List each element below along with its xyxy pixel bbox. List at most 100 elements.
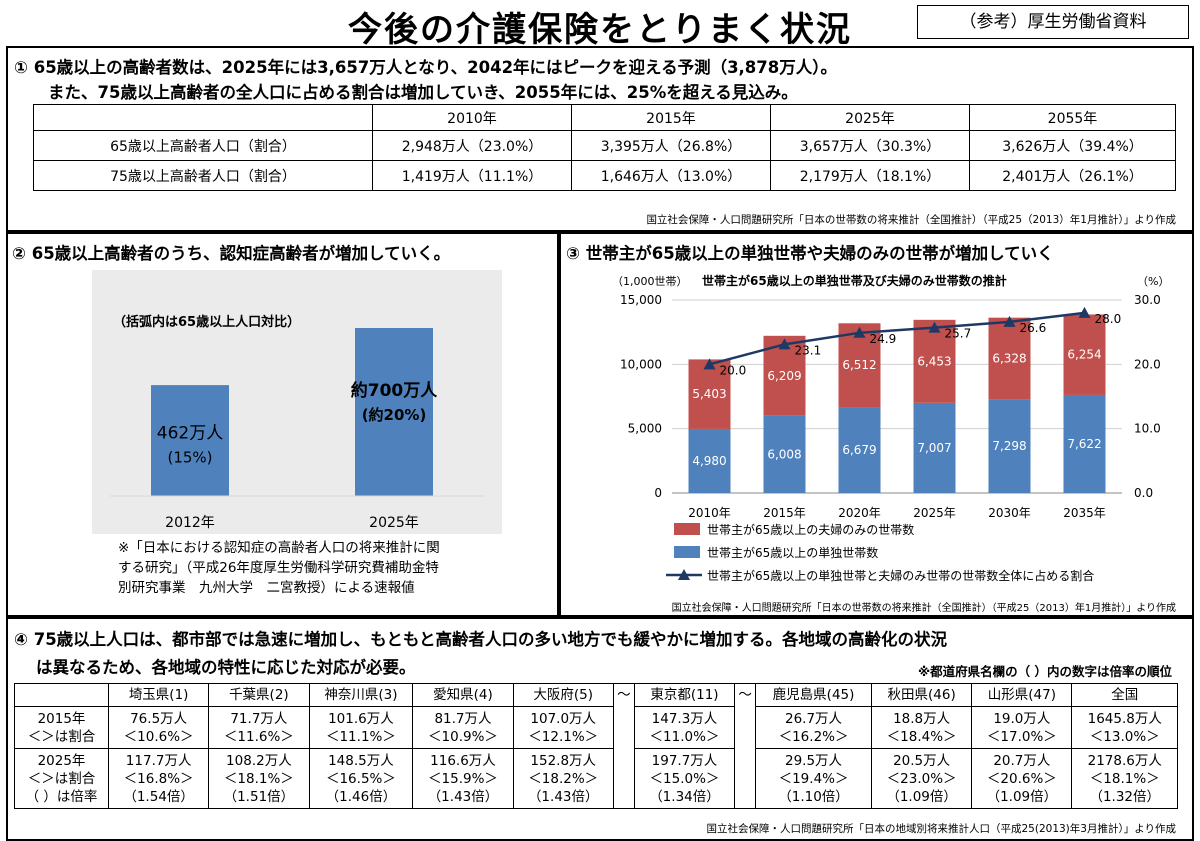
row-label: 2015年 ＜＞は割合: [14, 706, 109, 749]
cell: 19.0万人 ＜17.0%＞: [971, 706, 1073, 749]
bar: [1063, 314, 1106, 395]
section2-footnote: ※「日本における認知症の高齢者人口の将来推計に関 する研究」（平成26年度厚生労…: [118, 538, 440, 598]
tilde-gap: [734, 706, 757, 749]
data-label: 4,980: [692, 454, 726, 468]
cell-line: ＜16.2%＞: [778, 728, 849, 745]
cell-line: ＜15.9%＞: [428, 770, 498, 787]
cell-line: 148.5万人: [328, 752, 394, 769]
cell-line: ＜11.1%＞: [325, 728, 396, 745]
line-marker: [928, 321, 941, 333]
cell: 29.5万人 ＜19.4%＞ （1.10倍）: [755, 748, 872, 809]
households-chart: （1,000世帯） 世帯主が65歳以上の単独世帯及び夫婦のみ世帯数の推計 （%） 0 0…: [612, 273, 1169, 583]
data-label: 462万人: [157, 424, 223, 444]
cell: 81.7万人 ＜10.9%＞: [412, 706, 514, 749]
prefecture-header: 千葉県(2): [208, 683, 310, 707]
cell-line: ＜23.0%＞: [886, 770, 957, 787]
col-2015: 2015年: [571, 104, 771, 131]
section1-title: ① 65歳以上の高齢者数は、2025年には3,657万人となり、2042年にはピ…: [14, 58, 838, 77]
tilde-gap: [734, 748, 757, 809]
cell-line: （1.34倍）: [649, 788, 720, 805]
bar: [688, 359, 731, 429]
row-label: 2025年 ＜＞は割合（ ）は倍率: [14, 748, 109, 809]
cell-line: ＜11.0%＞: [649, 728, 720, 745]
data-label: 6,679: [842, 443, 876, 457]
row-label-line: （ ）は倍率: [25, 788, 98, 805]
cell-line: 19.0万人: [993, 710, 1051, 727]
x-tick-label: 2010年: [688, 506, 731, 520]
prefecture-header: 大阪府(5): [512, 683, 614, 707]
cell: 197.7万人 ＜15.0%＞ （1.34倍）: [633, 748, 736, 809]
legend-swatch: [674, 546, 700, 558]
y-tick-label: 15,000: [620, 293, 662, 307]
bar: [355, 328, 433, 496]
cell-line: 1645.8万人: [1087, 710, 1162, 727]
cell-line: ＜18.1%＞: [1089, 770, 1160, 787]
prefecture-header: 神奈川県(3): [308, 683, 414, 707]
cell-line: 197.7万人: [651, 752, 718, 769]
y-tick-label: 10,000: [620, 357, 662, 371]
cell-line: （1.54倍）: [123, 788, 194, 805]
row-label-line: ＜＞は割合: [27, 770, 96, 787]
bar: [1063, 394, 1106, 493]
prefecture-header: 鹿児島県(45): [755, 683, 872, 707]
data-label: 6,008: [767, 447, 801, 461]
data-label: 26.6: [1020, 321, 1047, 335]
y2-tick-label: 0.0: [1134, 486, 1153, 500]
line-marker: [703, 358, 716, 370]
footnote-line: 別研究事業 九州大学 二宮教授）による速報値: [118, 580, 415, 596]
table-row: 75歳以上高齢者人口（割合） 1,419万人（11.1%） 1,646万人（13…: [33, 160, 1176, 191]
cell: 3,395万人（26.8%）: [571, 130, 771, 161]
section2-title: ② 65歳以上高齢者のうち、認知症高齢者が増加していく。: [12, 244, 451, 263]
data-label: 25.7: [945, 327, 972, 341]
table-row: 65歳以上高齢者人口（割合） 2,948万人（23.0%） 3,395万人（26…: [33, 130, 1176, 161]
section4-title: ④ 75歳以上人口は、都市部では急速に増加し、もともと高齢者人口の多い地方でも緩…: [14, 630, 948, 649]
cell-line: ＜19.4%＞: [778, 770, 849, 787]
section1-panel: [6, 46, 1194, 232]
y-tick-label: 0: [654, 486, 662, 500]
section3-title: ③ 世帯主が65歳以上の単独世帯や夫婦のみの世帯が増加していく: [566, 244, 1054, 263]
cell: 20.5万人 ＜23.0%＞ （1.09倍）: [870, 748, 973, 809]
cell: 101.6万人 ＜11.1%＞: [308, 706, 414, 749]
cell-line: 81.7万人: [434, 710, 492, 727]
cell-line: 108.2万人: [226, 752, 292, 769]
cell: 107.0万人 ＜12.1%＞: [512, 706, 614, 749]
bar: [838, 407, 881, 493]
tilde-gap: [612, 748, 635, 809]
data-label: 7,298: [992, 439, 1026, 453]
bar: [988, 399, 1031, 493]
cell-line: ＜10.9%＞: [428, 728, 498, 745]
cell-line: 107.0万人: [530, 710, 597, 727]
cell: 116.6万人 ＜15.9%＞ （1.43倍）: [412, 748, 514, 809]
data-label: (15%): [167, 449, 212, 467]
cell: 117.7万人 ＜16.8%＞ （1.54倍）: [107, 748, 210, 809]
section3-panel: [559, 232, 1194, 617]
section4-note: ※都道府県名欄の（ ）内の数字は倍率の順位: [917, 664, 1172, 679]
legend-marker: [678, 569, 690, 580]
tilde-gap: [612, 706, 635, 749]
cell: 3,626万人（39.4%）: [969, 130, 1176, 161]
section1-subtitle: また、75歳以上高齢者の全人口に占める割合は増加していき、2055年には、25%…: [48, 83, 798, 102]
cell: 1645.8万人 ＜13.0%＞: [1071, 706, 1178, 749]
cell-line: ＜16.5%＞: [325, 770, 396, 787]
table-row: 2025年 ＜＞は割合（ ）は倍率 117.7万人 ＜16.8%＞ （1.54倍） 1…: [14, 748, 1178, 809]
section2-note: （括弧内は65歳以上人口対比）: [113, 315, 301, 330]
data-label: 7,007: [917, 441, 951, 455]
page-title: 今後の介護保険をとりまく状況: [348, 10, 852, 50]
section4-subtitle: は異なるため、各地域の特性に応じた対応が必要。: [36, 658, 416, 677]
prefecture-header: 埼玉県(1): [107, 683, 210, 707]
cell-line: ＜16.8%＞: [123, 770, 194, 787]
cell-line: （1.51倍）: [223, 788, 295, 805]
cell: 2,948万人（23.0%）: [372, 130, 572, 161]
data-label: 24.9: [870, 332, 897, 346]
cell-line: ＜18.4%＞: [886, 728, 957, 745]
x-tick-label: 2030年: [988, 506, 1031, 520]
data-label: 7,622: [1067, 437, 1101, 451]
data-label: 6,209: [767, 369, 801, 383]
prefecture-header: 愛知県(4): [412, 683, 514, 707]
section3-source: 国立社会保障・人口問題研究所「日本の世帯数の将来推計（全国推計）（平成25（20…: [671, 603, 1176, 614]
cell-line: 117.7万人: [125, 752, 192, 769]
cell-line: （1.43倍）: [527, 788, 599, 805]
cell: 18.8万人 ＜18.4%＞: [870, 706, 973, 749]
cell-line: （1.10倍）: [778, 788, 849, 805]
row-label-line: ＜＞は割合: [27, 728, 96, 745]
